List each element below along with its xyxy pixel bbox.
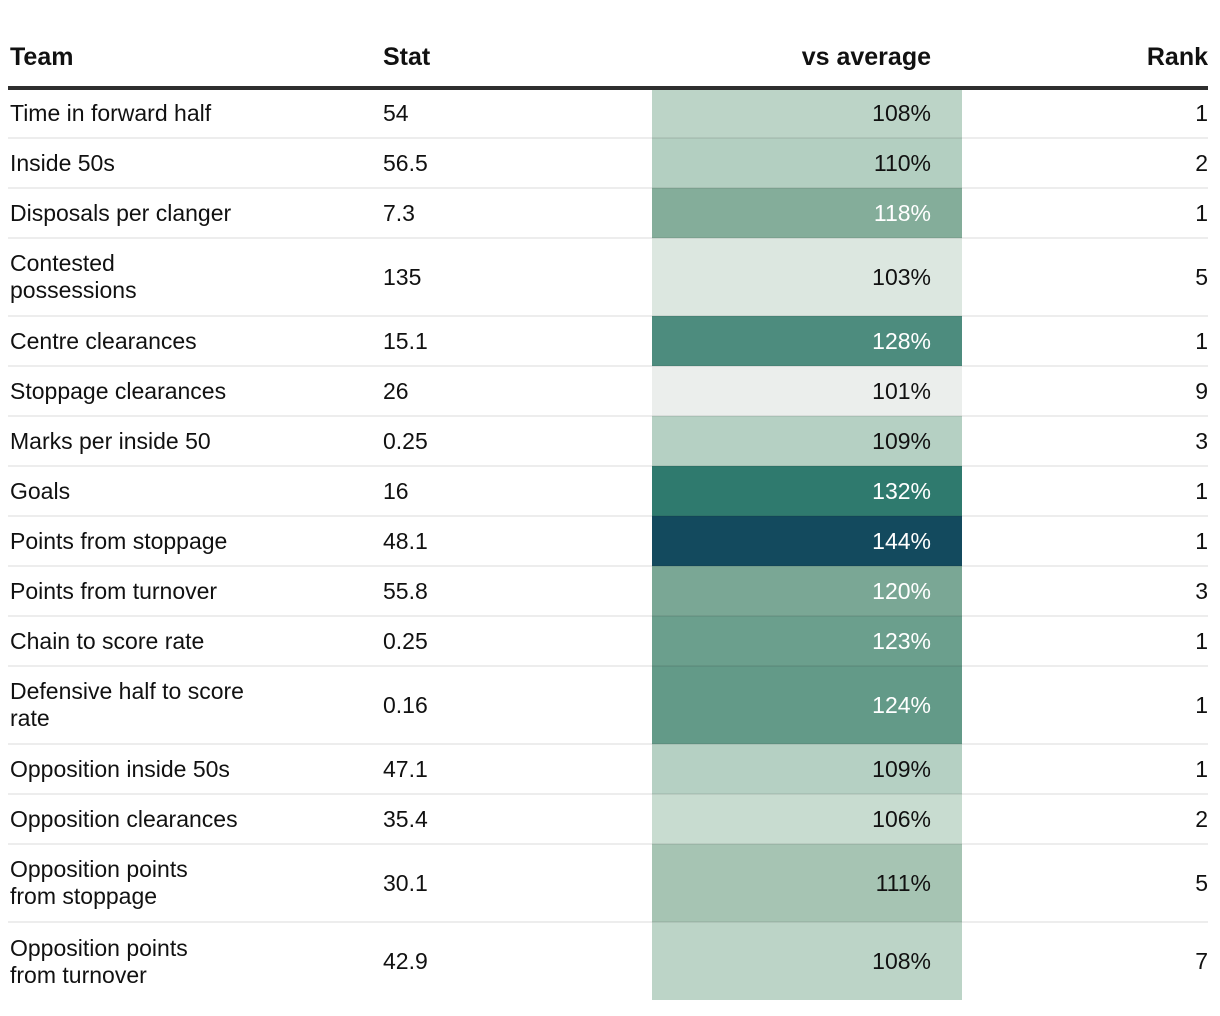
rank-cell: 2 xyxy=(962,793,1208,844)
table-row: Disposals per clanger 7.3 118% 1 xyxy=(8,187,1208,238)
team-cell: Time in forward half xyxy=(10,100,212,126)
vs-average-heatmap-cell: 123% xyxy=(652,615,962,666)
stat-cell: 47.1 xyxy=(383,743,652,794)
column-header-stat: Stat xyxy=(383,0,652,90)
rank-cell: 2 xyxy=(962,137,1208,188)
table-row: Stoppage clearances 26 101% 9 xyxy=(8,365,1208,416)
table-row: Points from turnover 55.8 120% 3 xyxy=(8,565,1208,616)
stat-cell: 26 xyxy=(383,365,652,416)
rank-cell: 1 xyxy=(962,515,1208,566)
vs-average-heatmap-cell: 144% xyxy=(652,515,962,566)
table-row: Chain to score rate 0.25 123% 1 xyxy=(8,615,1208,666)
table-row: Marks per inside 50 0.25 109% 3 xyxy=(8,415,1208,466)
stat-cell: 15.1 xyxy=(383,315,652,366)
rank-cell: 5 xyxy=(962,843,1208,922)
rank-cell: 1 xyxy=(962,615,1208,666)
rank-cell: 1 xyxy=(962,465,1208,516)
vs-average-heatmap-cell: 101% xyxy=(652,365,962,416)
team-cell: Opposition points from stoppage xyxy=(8,843,383,922)
table-row: Inside 50s 56.5 110% 2 xyxy=(8,137,1208,188)
rank-cell: 7 xyxy=(962,921,1208,1000)
stats-table: Team Stat vs average Rank Time in forwar… xyxy=(8,0,1208,1000)
team-cell: Opposition inside 50s xyxy=(8,743,383,794)
vs-average-heatmap-cell: 132% xyxy=(652,465,962,516)
table-row: Opposition inside 50s 47.1 109% 1 xyxy=(8,743,1208,794)
table-row: Defensive half to score rate 0.16 124% 1 xyxy=(8,665,1208,744)
table-row: Opposition clearances 35.4 106% 2 xyxy=(8,793,1208,844)
table-header: Team Stat vs average Rank xyxy=(8,0,1208,90)
rank-cell: 1 xyxy=(962,743,1208,794)
stat-cell: 135 xyxy=(383,237,652,316)
team-cell: Stoppage clearances xyxy=(8,365,383,416)
vs-average-heatmap-cell: 109% xyxy=(652,743,962,794)
stat-cell: 42.9 xyxy=(383,921,652,1000)
table-row: Contested possessions 135 103% 5 xyxy=(8,237,1208,316)
rank-cell: 1 xyxy=(962,665,1208,744)
team-cell: Centre clearances xyxy=(8,315,383,366)
stat-cell: 35.4 xyxy=(383,793,652,844)
stat-cell: 55.8 xyxy=(383,565,652,616)
team-cell: Contested possessions xyxy=(8,237,383,316)
header-row: Team Stat vs average Rank xyxy=(8,0,1208,90)
rank-cell: 1 xyxy=(1195,100,1208,126)
vs-average-heatmap-cell: 108% xyxy=(652,88,962,138)
vs-average-heatmap-cell: 124% xyxy=(652,665,962,744)
team-cell: Opposition clearances xyxy=(8,793,383,844)
vs-average-heatmap-cell: 109% xyxy=(652,415,962,466)
vs-average-heatmap-cell: 111% xyxy=(652,843,962,922)
table-row: Opposition points from stoppage 30.1 111… xyxy=(8,843,1208,922)
vs-average-heatmap-cell: 118% xyxy=(652,187,962,238)
stat-cell: 30.1 xyxy=(383,843,652,922)
team-cell: Chain to score rate xyxy=(8,615,383,666)
table-row: Time in forward half 54 108% 1 xyxy=(8,88,1208,138)
rank-cell: 1 xyxy=(962,187,1208,238)
team-cell: Inside 50s xyxy=(8,137,383,188)
stat-cell: 0.25 xyxy=(383,415,652,466)
table-row: Points from stoppage 48.1 144% 1 xyxy=(8,515,1208,566)
table-row: Goals 16 132% 1 xyxy=(8,465,1208,516)
team-cell: Defensive half to score rate xyxy=(8,665,383,744)
vs-average-heatmap-cell: 108% xyxy=(652,921,962,1000)
stat-cell: 7.3 xyxy=(383,187,652,238)
team-cell: Points from stoppage xyxy=(8,515,383,566)
column-header-vs-average: vs average xyxy=(652,0,962,90)
stats-table-container: Team Stat vs average Rank Time in forwar… xyxy=(8,0,1208,1000)
table-body: Time in forward half 54 108% 1 Inside 50… xyxy=(8,88,1208,1000)
stat-cell: 56.5 xyxy=(383,137,652,188)
team-cell: Points from turnover xyxy=(8,565,383,616)
table-row: Centre clearances 15.1 128% 1 xyxy=(8,315,1208,366)
vs-average-heatmap-cell: 110% xyxy=(652,137,962,188)
stat-cell: 0.16 xyxy=(383,665,652,744)
rank-cell: 5 xyxy=(962,237,1208,316)
team-cell: Marks per inside 50 xyxy=(8,415,383,466)
table-row: Opposition points from turnover 42.9 108… xyxy=(8,921,1208,1000)
vs-average-heatmap-cell: 106% xyxy=(652,793,962,844)
stat-cell: 16 xyxy=(383,465,652,516)
team-cell: Goals xyxy=(8,465,383,516)
vs-average-heatmap-cell: 103% xyxy=(652,237,962,316)
rank-cell: 3 xyxy=(962,565,1208,616)
rank-cell: 3 xyxy=(962,415,1208,466)
rank-cell: 1 xyxy=(962,315,1208,366)
vs-average-heatmap-cell: 120% xyxy=(652,565,962,616)
column-header-rank: Rank xyxy=(962,0,1208,90)
column-header-team: Team xyxy=(8,0,383,90)
team-cell: Disposals per clanger xyxy=(8,187,383,238)
vs-average-heatmap-cell: 128% xyxy=(652,315,962,366)
stat-cell: 48.1 xyxy=(383,515,652,566)
stat-cell: 54 xyxy=(383,100,409,126)
stat-cell: 0.25 xyxy=(383,615,652,666)
team-cell: Opposition points from turnover xyxy=(8,921,383,1000)
rank-cell: 9 xyxy=(962,365,1208,416)
